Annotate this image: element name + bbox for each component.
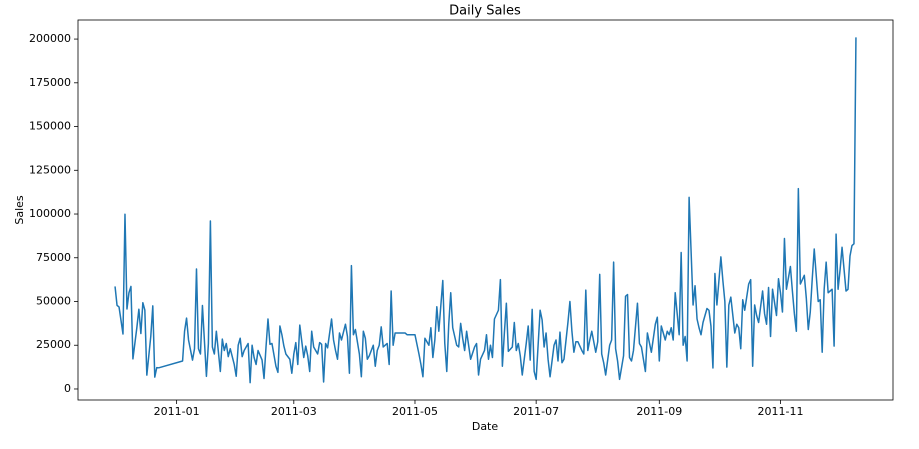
y-tick-label: 175000 bbox=[29, 76, 71, 89]
x-axis-label: Date bbox=[472, 420, 499, 433]
y-tick-label: 25000 bbox=[36, 338, 71, 351]
y-tick-label: 100000 bbox=[29, 207, 71, 220]
y-tick-label: 125000 bbox=[29, 163, 71, 176]
x-tick-label: 2011-01 bbox=[154, 405, 200, 418]
x-tick-label: 2011-11 bbox=[757, 405, 803, 418]
y-axis-label: Sales bbox=[13, 195, 26, 225]
y-tick-label: 50000 bbox=[36, 295, 71, 308]
y-tick-label: 0 bbox=[64, 382, 71, 395]
y-tick-label: 200000 bbox=[29, 32, 71, 45]
x-tick-label: 2011-05 bbox=[392, 405, 438, 418]
x-tick-label: 2011-03 bbox=[271, 405, 317, 418]
chart-title: Daily Sales bbox=[449, 4, 521, 19]
plot-frame bbox=[77, 19, 894, 401]
x-tick-label: 2011-07 bbox=[513, 405, 559, 418]
sales-line bbox=[114, 37, 857, 384]
y-tick-label: 150000 bbox=[29, 120, 71, 133]
y-tick-label: 75000 bbox=[36, 251, 71, 264]
x-tick-label: 2011-09 bbox=[636, 405, 682, 418]
